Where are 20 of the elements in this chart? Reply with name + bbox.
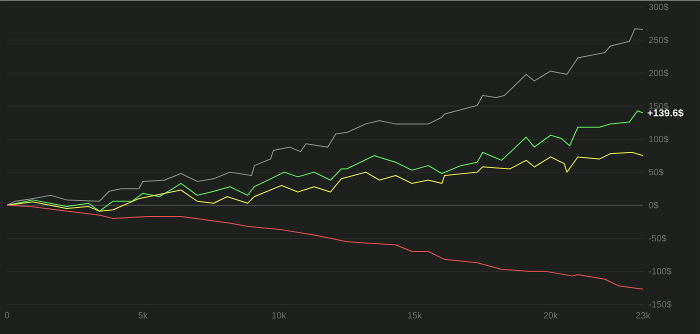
y-tick-label: -50$	[648, 234, 666, 242]
x-tick-label: 0	[4, 312, 10, 318]
y-tick-label: 0$	[648, 201, 658, 209]
line-series	[6, 204, 644, 290]
line-series	[6, 152, 644, 212]
x-tick-label: 23k	[636, 312, 650, 318]
y-tick-label: 250$	[649, 36, 668, 44]
y-tick-label: 300$	[648, 3, 668, 10]
y-tick-label: 100$	[649, 135, 668, 143]
y-tick-label: -150$	[648, 300, 672, 308]
x-tick-label: 15k	[408, 312, 422, 318]
annotation: +139.6$	[648, 108, 684, 117]
y-tick-label: 200$	[649, 69, 668, 77]
x-tick-label: 20k	[544, 312, 558, 318]
x-tick-label: 5k	[138, 312, 148, 318]
y-tick-label: 50$	[648, 168, 664, 176]
x-tick-label: 10k	[272, 312, 286, 318]
y-tick-label: -100$	[648, 268, 672, 275]
line-series	[6, 110, 644, 212]
y-tick-label: 150$	[649, 102, 668, 110]
